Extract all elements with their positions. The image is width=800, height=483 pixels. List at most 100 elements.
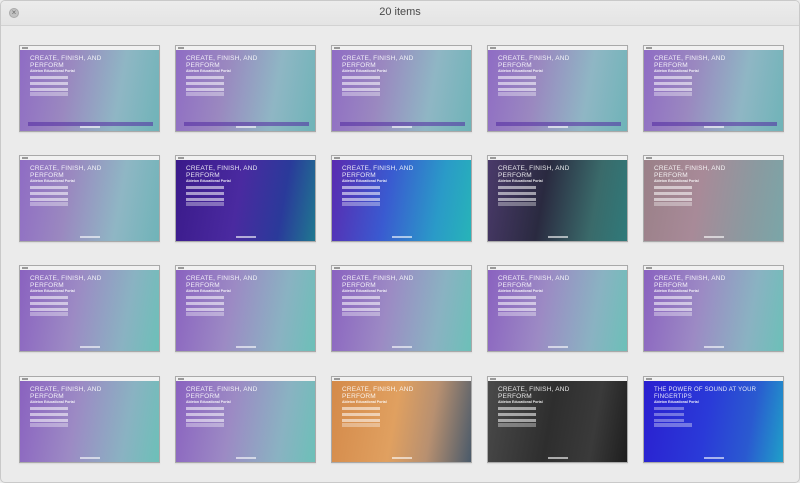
thumbnail-footer-logo — [392, 457, 412, 459]
thumbnail-headline: CREATE, FINISH, AND PERFORM — [654, 55, 726, 69]
thumbnail-footer-bar — [496, 122, 621, 126]
thumbnail-headline: CREATE, FINISH, AND PERFORM — [30, 55, 102, 69]
close-icon[interactable]: × — [9, 8, 19, 18]
thumbnail-subtitle: Ableton Educational Portal — [654, 289, 699, 293]
thumbnail-form-button — [342, 423, 380, 427]
thumbnail-form-field — [30, 413, 68, 416]
thumbnail-item[interactable]: CREATE, FINISH, AND PERFORM Ableton Educa… — [331, 376, 472, 463]
thumbnail-form-field — [654, 88, 692, 91]
thumbnail-subtitle: Ableton Educational Portal — [498, 69, 543, 73]
thumbnail-form-field — [30, 88, 68, 91]
thumbnail-subtitle: Ableton Educational Portal — [30, 179, 75, 183]
thumbnail-footer-logo — [704, 236, 724, 238]
thumbnail-subtitle: Ableton Educational Portal — [186, 69, 231, 73]
thumbnail-headline: THE POWER OF SOUND AT YOUR FINGERTIPS — [654, 387, 757, 400]
thumbnail-form-button — [186, 423, 224, 427]
thumbnail-form-field — [654, 82, 692, 85]
thumbnail-form-button — [186, 92, 224, 96]
thumbnail-subtitle: Ableton Educational Portal — [342, 179, 387, 183]
thumbnail-item[interactable]: CREATE, FINISH, AND PERFORM Ableton Educa… — [487, 265, 628, 352]
thumbnail-item[interactable]: CREATE, FINISH, AND PERFORM Ableton Educa… — [643, 265, 784, 352]
thumbnail-subtitle: Ableton Educational Portal — [654, 69, 699, 73]
thumbnail-item[interactable]: CREATE, FINISH, AND PERFORM Ableton Educa… — [643, 45, 784, 132]
thumbnail-form-field — [30, 192, 68, 195]
thumbnail-footer-logo — [236, 126, 256, 128]
thumbnail-footer-logo — [392, 126, 412, 128]
thumbnail-form-field — [654, 407, 684, 410]
thumbnail-form-field — [498, 76, 536, 79]
thumbnail-background-image — [644, 381, 783, 462]
thumbnail-headline: CREATE, FINISH, AND PERFORM — [498, 55, 570, 69]
thumbnail-headline: CREATE, FINISH, AND PERFORM — [342, 386, 414, 400]
thumbnail-item[interactable]: CREATE, FINISH, AND PERFORM Ableton Educa… — [19, 265, 160, 352]
thumbnail-form-field — [30, 419, 68, 422]
thumbnail-subtitle: Ableton Educational Portal — [186, 400, 231, 404]
thumbnail-item[interactable]: CREATE, FINISH, AND PERFORM Ableton Educa… — [175, 265, 316, 352]
thumbnail-item[interactable]: CREATE, FINISH, AND PERFORM Ableton Educa… — [175, 376, 316, 463]
thumbnail-form-field — [654, 186, 692, 189]
thumbnail-form-field — [654, 192, 692, 195]
thumbnail-form-button — [30, 202, 68, 206]
thumbnail-form-button — [186, 202, 224, 206]
thumbnail-form-field — [498, 192, 536, 195]
thumbnail-headline: CREATE, FINISH, AND PERFORM — [186, 55, 258, 69]
thumbnail-form-button — [342, 312, 380, 316]
thumbnail-headline: CREATE, FINISH, AND PERFORM — [342, 165, 414, 179]
thumbnail-item[interactable]: CREATE, FINISH, AND PERFORM Ableton Educa… — [19, 45, 160, 132]
thumbnail-form-button — [654, 312, 692, 316]
thumbnail-item[interactable]: CREATE, FINISH, AND PERFORM Ableton Educa… — [331, 45, 472, 132]
thumbnail-form-field — [342, 82, 380, 85]
thumbnail-form-button — [342, 202, 380, 206]
thumbnail-form-field — [342, 76, 380, 79]
thumbnail-item[interactable]: THE POWER OF SOUND AT YOUR FINGERTIPS Abl… — [643, 376, 784, 463]
thumbnail-item[interactable]: CREATE, FINISH, AND PERFORM Ableton Educa… — [175, 45, 316, 132]
thumbnail-headline: CREATE, FINISH, AND PERFORM — [654, 165, 726, 179]
thumbnail-footer-logo — [392, 236, 412, 238]
thumbnail-headline: CREATE, FINISH, AND PERFORM — [30, 386, 102, 400]
thumbnail-form-field — [498, 413, 536, 416]
title-bar: × 20 items — [1, 1, 799, 26]
thumbnail-form-button — [30, 312, 68, 316]
thumbnail-headline: CREATE, FINISH, AND PERFORM — [498, 386, 570, 400]
thumbnail-item[interactable]: CREATE, FINISH, AND PERFORM Ableton Educa… — [175, 155, 316, 242]
thumbnail-form-field — [498, 296, 536, 299]
thumbnail-item[interactable]: CREATE, FINISH, AND PERFORM Ableton Educa… — [487, 45, 628, 132]
thumbnail-headline: CREATE, FINISH, AND PERFORM — [30, 275, 102, 289]
thumbnail-footer-logo — [548, 236, 568, 238]
thumbnail-footer-bar — [28, 122, 153, 126]
thumbnail-form-button — [30, 92, 68, 96]
thumbnail-item[interactable]: CREATE, FINISH, AND PERFORM Ableton Educa… — [331, 265, 472, 352]
thumbnail-form-field — [654, 302, 692, 305]
thumbnail-headline: CREATE, FINISH, AND PERFORM — [498, 275, 570, 289]
thumbnail-headline: CREATE, FINISH, AND PERFORM — [186, 275, 258, 289]
thumbnail-subtitle: Ableton Educational Portal — [342, 289, 387, 293]
thumbnail-form-field — [30, 308, 68, 311]
thumbnail-item[interactable]: CREATE, FINISH, AND PERFORM Ableton Educa… — [19, 376, 160, 463]
thumbnail-form-field — [654, 419, 684, 422]
thumbnail-subtitle: Ableton Educational Portal — [654, 400, 699, 404]
thumbnail-form-field — [654, 413, 684, 416]
thumbnail-footer-logo — [548, 126, 568, 128]
thumbnail-form-field — [30, 198, 68, 201]
thumbnail-form-button — [498, 312, 536, 316]
thumbnail-item[interactable]: CREATE, FINISH, AND PERFORM Ableton Educa… — [331, 155, 472, 242]
thumbnail-form-field — [186, 413, 224, 416]
thumbnail-item[interactable]: CREATE, FINISH, AND PERFORM Ableton Educa… — [19, 155, 160, 242]
thumbnail-subtitle: Ableton Educational Portal — [342, 69, 387, 73]
thumbnail-item[interactable]: CREATE, FINISH, AND PERFORM Ableton Educa… — [487, 155, 628, 242]
thumbnail-footer-logo — [548, 457, 568, 459]
thumbnail-form-field — [498, 308, 536, 311]
thumbnail-form-field — [186, 198, 224, 201]
thumbnail-form-field — [342, 419, 380, 422]
thumbnail-headline: CREATE, FINISH, AND PERFORM — [654, 275, 726, 289]
thumbnail-form-field — [342, 407, 380, 410]
thumbnail-item[interactable]: CREATE, FINISH, AND PERFORM Ableton Educa… — [643, 155, 784, 242]
thumbnail-form-button — [654, 92, 692, 96]
thumbnail-headline: CREATE, FINISH, AND PERFORM — [342, 55, 414, 69]
thumbnail-form-field — [342, 413, 380, 416]
thumbnail-form-field — [186, 76, 224, 79]
thumbnail-item[interactable]: CREATE, FINISH, AND PERFORM Ableton Educa… — [487, 376, 628, 463]
thumbnail-headline: CREATE, FINISH, AND PERFORM — [186, 165, 258, 179]
thumbnail-form-field — [654, 296, 692, 299]
